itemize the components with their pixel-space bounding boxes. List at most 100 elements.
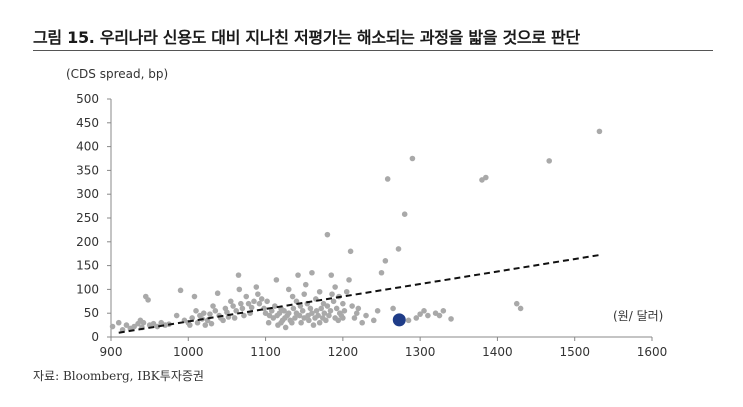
data-point [315, 312, 321, 319]
highlight-point [392, 313, 406, 327]
data-point [245, 300, 252, 307]
data-point [220, 317, 226, 324]
data-point [285, 286, 292, 293]
data-point [154, 323, 161, 330]
data-point [382, 258, 389, 264]
data-point [417, 311, 423, 317]
y-tick-label: 350 [76, 163, 99, 177]
x-tick: 1200 [328, 345, 359, 359]
data-point [282, 324, 289, 331]
data-point [341, 308, 348, 314]
data-point [405, 317, 412, 324]
data-point [332, 284, 338, 290]
data-point [224, 309, 230, 316]
data-point [227, 298, 234, 305]
data-point [329, 291, 335, 297]
y-tick-label: 200 [76, 235, 99, 249]
data-point [194, 319, 201, 326]
data-point [384, 176, 391, 182]
data-point [340, 315, 346, 321]
data-point [187, 322, 193, 328]
data-point [238, 300, 244, 307]
data-point [302, 281, 309, 288]
data-point [202, 322, 209, 328]
data-point [131, 323, 137, 330]
data-point [191, 293, 198, 300]
data-point [109, 323, 116, 330]
data-point [123, 322, 130, 328]
x-tick-label: 1200 [328, 345, 359, 359]
x-tick: 1100 [250, 345, 281, 359]
data-point [321, 310, 328, 317]
data-point [409, 155, 416, 162]
data-point [281, 308, 287, 314]
data-point [326, 312, 332, 319]
y-tick-label: 500 [76, 92, 99, 106]
data-point [297, 303, 304, 309]
data-point [309, 310, 315, 317]
x-tick-label: 1000 [173, 345, 204, 359]
data-point [255, 291, 261, 297]
x-tick: 1300 [405, 345, 436, 359]
y-tick: 150 [76, 259, 99, 273]
data-point [306, 317, 312, 324]
data-point [546, 158, 553, 164]
data-point [483, 174, 489, 181]
data-point [596, 128, 603, 135]
data-point [256, 300, 263, 307]
y-tick-label: 450 [76, 116, 99, 130]
data-point [355, 305, 362, 312]
data-point [378, 269, 385, 276]
data-point [363, 312, 369, 319]
y-tick: 500 [76, 92, 99, 106]
data-point [323, 317, 329, 324]
data-point [401, 211, 408, 217]
data-point [395, 246, 402, 252]
data-point [253, 284, 260, 290]
data-point [425, 312, 431, 319]
data-point [359, 319, 365, 326]
chart-title: 그림 15. 우리나라 신용도 대비 지나친 저평가는 해소되는 과정을 밟을 … [33, 28, 580, 47]
data-point [324, 231, 331, 238]
y-tick: 50 [84, 306, 99, 320]
data-point [193, 308, 199, 314]
x-tick: 1500 [559, 345, 590, 359]
data-point [324, 303, 331, 309]
source-note: 자료: Bloomberg, IBK투자증권 [33, 369, 204, 383]
y-tick-label: 50 [84, 306, 99, 320]
data-point [248, 304, 255, 311]
data-point [231, 315, 238, 321]
data-point [374, 308, 381, 314]
data-point [210, 303, 216, 309]
data-point [285, 310, 292, 317]
x-tick-label: 900 [100, 345, 123, 359]
y-tick: 450 [76, 116, 99, 130]
data-point [276, 310, 283, 317]
data-point [421, 308, 427, 314]
y-tick: 250 [76, 211, 99, 225]
data-point [333, 305, 340, 312]
data-point [268, 308, 275, 314]
data-point [310, 322, 317, 328]
y-tick: 400 [76, 140, 99, 154]
data-point [230, 303, 236, 309]
data-point [307, 305, 314, 312]
chart-axes: 0 50 100 150 200 250 300 350 400 450 500 900 1000 110… [76, 92, 667, 359]
data-point [145, 297, 151, 303]
data-point [214, 290, 221, 297]
data-point [200, 310, 207, 317]
data-point [309, 269, 315, 276]
y-tick-label: 400 [76, 140, 99, 154]
data-point [233, 308, 240, 314]
data-point [301, 291, 308, 297]
y-axis-title: (CDS spread, bp) [66, 67, 168, 81]
data-point [236, 286, 243, 293]
data-point [343, 288, 350, 295]
data-point [448, 316, 454, 322]
data-point [173, 312, 180, 319]
data-point [177, 287, 184, 294]
y-tick: 0 [91, 330, 99, 344]
trend-line-group [118, 253, 602, 334]
y-tick: 200 [76, 235, 99, 249]
